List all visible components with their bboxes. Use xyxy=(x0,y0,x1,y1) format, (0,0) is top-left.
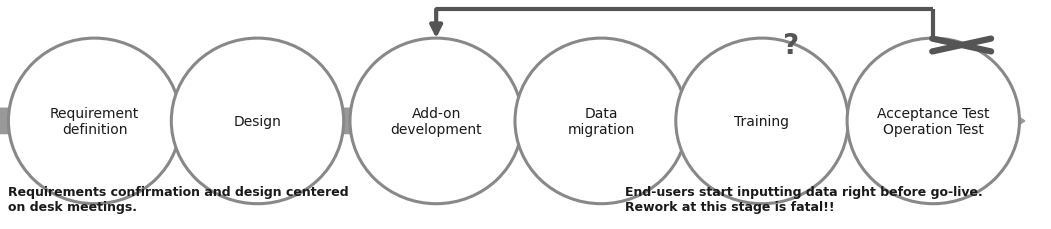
Text: Training: Training xyxy=(735,114,789,128)
Ellipse shape xyxy=(676,39,848,204)
Ellipse shape xyxy=(350,39,522,204)
Text: Design: Design xyxy=(233,114,282,128)
Text: Data
migration: Data migration xyxy=(568,106,635,136)
Text: ?: ? xyxy=(782,32,799,60)
Ellipse shape xyxy=(8,39,181,204)
Text: Acceptance Test
Operation Test: Acceptance Test Operation Test xyxy=(877,106,990,136)
Text: Add-on
development: Add-on development xyxy=(390,106,482,136)
Ellipse shape xyxy=(171,39,344,204)
Text: End-users start inputting data right before go-live.
Rework at this stage is fat: End-users start inputting data right bef… xyxy=(625,185,983,213)
Ellipse shape xyxy=(515,39,687,204)
Ellipse shape xyxy=(847,39,1019,204)
FancyArrow shape xyxy=(0,99,1025,144)
Text: Requirements confirmation and design centered
on desk meetings.: Requirements confirmation and design cen… xyxy=(8,185,349,213)
Text: Requirement
definition: Requirement definition xyxy=(50,106,139,136)
